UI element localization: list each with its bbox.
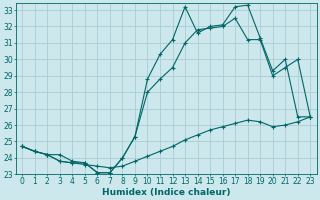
X-axis label: Humidex (Indice chaleur): Humidex (Indice chaleur)	[102, 188, 230, 197]
